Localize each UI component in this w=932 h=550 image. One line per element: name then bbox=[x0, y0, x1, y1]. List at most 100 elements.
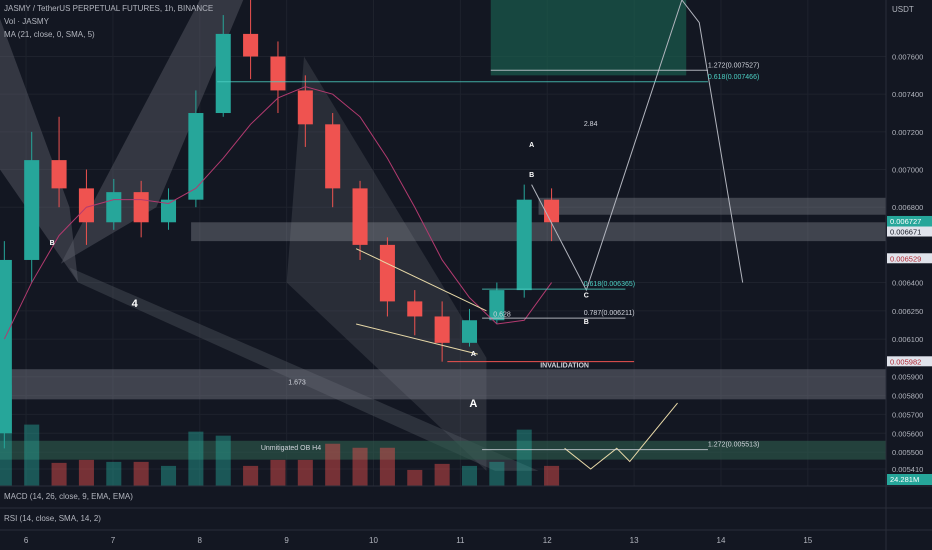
wave-label-2: A bbox=[469, 398, 477, 410]
y-tick-label-10: 0.005700 bbox=[892, 410, 923, 419]
y-tick-label-11: 0.005600 bbox=[892, 429, 923, 438]
zone-ob-h4 bbox=[0, 440, 886, 460]
y-tick-label-1: 0.007400 bbox=[892, 90, 923, 99]
candle-3 bbox=[78, 188, 94, 223]
wave-labels: INVALIDATION Unmitigated OB H4 1.673 2.84 0.… bbox=[50, 121, 598, 452]
projected-wave bbox=[531, 0, 744, 292]
fib-levels: 1.272(0.007527) 0.618(0.007466) 0.618(0.00… bbox=[217, 62, 759, 451]
x-tick-label-9: 15 bbox=[803, 536, 812, 545]
candle-19 bbox=[516, 199, 532, 291]
price-tag-bg-2 bbox=[887, 253, 932, 264]
annotation-1: Unmitigated OB H4 bbox=[261, 445, 321, 452]
ma-line bbox=[3, 86, 552, 340]
ma-legend[interactable]: MA (21, close, 0, SMA, 5) bbox=[4, 30, 95, 39]
x-tick-label-6: 12 bbox=[543, 536, 552, 545]
x-tick-label-7: 13 bbox=[630, 536, 639, 545]
y-tick-label-8: 0.005900 bbox=[892, 373, 923, 382]
volume-bar-5 bbox=[133, 461, 149, 486]
wedge-lower bbox=[356, 323, 478, 355]
volume-bar-0 bbox=[0, 385, 12, 486]
candle-16 bbox=[434, 316, 450, 343]
volume-legend[interactable]: Vol · JASMY bbox=[4, 17, 49, 26]
volume-bars bbox=[0, 385, 560, 486]
price-axis[interactable]: 0.007600 0.007400 0.007200 0.007000 0.006800… bbox=[892, 53, 923, 475]
projected-zigzag bbox=[564, 402, 678, 470]
price-tag-1: 0.006671 bbox=[890, 228, 921, 237]
volume-bar-19 bbox=[516, 429, 532, 486]
annotation-2: 1.673 bbox=[288, 379, 306, 386]
fib-label-4: 1.272(0.005513) bbox=[708, 442, 759, 449]
x-tick-label-5: 11 bbox=[456, 536, 465, 545]
volume-bar-1 bbox=[24, 424, 40, 486]
y-tick-label-2: 0.007200 bbox=[892, 128, 923, 137]
annotation-0: INVALIDATION bbox=[540, 362, 589, 369]
wave-label-3: B bbox=[50, 240, 55, 247]
wedge-upper bbox=[355, 248, 487, 312]
candle-12 bbox=[325, 124, 341, 189]
candle-18 bbox=[489, 290, 505, 321]
fib-label-0: 1.272(0.007527) bbox=[708, 62, 759, 69]
volume-bar-7 bbox=[188, 431, 204, 486]
candle-6 bbox=[160, 199, 177, 223]
volume-bar-12 bbox=[325, 443, 341, 486]
fib-label-1: 0.618(0.007466) bbox=[708, 74, 759, 81]
wave-label-6: C bbox=[584, 293, 589, 300]
candle-7 bbox=[188, 113, 204, 200]
volume-bar-4 bbox=[106, 461, 122, 486]
zone-target bbox=[490, 0, 687, 76]
annotation-4: 0.628 bbox=[493, 311, 511, 318]
wave-label-1: 4 bbox=[132, 298, 139, 310]
volume-bar-16 bbox=[434, 463, 450, 486]
symbol-legend[interactable]: JASMY / TetherUS PERPETUAL FUTURES, 1h, … bbox=[4, 4, 214, 13]
y-tick-label-0: 0.007600 bbox=[892, 53, 923, 62]
price-tag-bg-1 bbox=[887, 226, 932, 237]
candle-14 bbox=[379, 244, 395, 302]
time-axis[interactable]: 6 7 8 9 10 11 12 13 14 15 bbox=[24, 536, 813, 545]
volume-bar-6 bbox=[160, 465, 177, 486]
y-tick-label-7: 0.006100 bbox=[892, 335, 923, 344]
volume-bar-15 bbox=[407, 469, 423, 486]
y-tick-label-6: 0.006250 bbox=[892, 307, 923, 316]
x-tick-label-0: 6 bbox=[24, 536, 29, 545]
zone-1673 bbox=[0, 369, 886, 400]
volume-tag: 24.281M bbox=[890, 475, 919, 484]
y-tick-label-13: 0.005410 bbox=[892, 465, 923, 474]
volume-bar-17 bbox=[461, 465, 478, 486]
wave-label-5: B bbox=[529, 172, 534, 179]
volume-bar-18 bbox=[489, 461, 505, 486]
currency-label: USDT bbox=[892, 5, 914, 14]
candle-4 bbox=[106, 192, 122, 223]
wave-label-7: A bbox=[529, 142, 534, 149]
candle-8 bbox=[215, 33, 231, 114]
wave-triangle-1 bbox=[0, 18, 79, 283]
candle-10 bbox=[270, 56, 286, 91]
fib-label-3: 0.787(0.006211) bbox=[584, 310, 635, 317]
price-tag-3: 0.005982 bbox=[890, 357, 921, 366]
volume-tag-bg bbox=[887, 474, 932, 485]
candle-20 bbox=[544, 199, 560, 223]
candle-1 bbox=[24, 160, 40, 260]
x-tick-label-2: 8 bbox=[198, 536, 203, 545]
volume-bar-10 bbox=[270, 459, 286, 486]
volume-bar-20 bbox=[544, 465, 560, 486]
y-tick-label-12: 0.005500 bbox=[892, 448, 923, 457]
x-tick-label-8: 14 bbox=[717, 536, 726, 545]
rsi-legend[interactable]: RSI (14, close, SMA, 14, 2) bbox=[4, 514, 101, 523]
candle-17 bbox=[461, 320, 478, 343]
candle-15 bbox=[407, 301, 423, 317]
macd-legend[interactable]: MACD (14, 26, close, 9, EMA, EMA) bbox=[4, 492, 133, 501]
price-tag-0: 0.006727 bbox=[890, 217, 921, 226]
x-tick-label-1: 7 bbox=[111, 536, 116, 545]
zone-supply bbox=[538, 197, 886, 215]
projection-path bbox=[355, 0, 744, 470]
volume-bar-8 bbox=[215, 435, 231, 486]
wave-label-8: B bbox=[584, 319, 589, 326]
candle-2 bbox=[51, 160, 67, 189]
candle-13 bbox=[352, 188, 368, 245]
zone-resistance bbox=[191, 222, 887, 242]
price-tag-bg-3 bbox=[887, 356, 932, 367]
candle-11 bbox=[297, 90, 313, 125]
x-tick-label-3: 9 bbox=[284, 536, 289, 545]
price-tag-2: 0.006529 bbox=[890, 254, 921, 263]
